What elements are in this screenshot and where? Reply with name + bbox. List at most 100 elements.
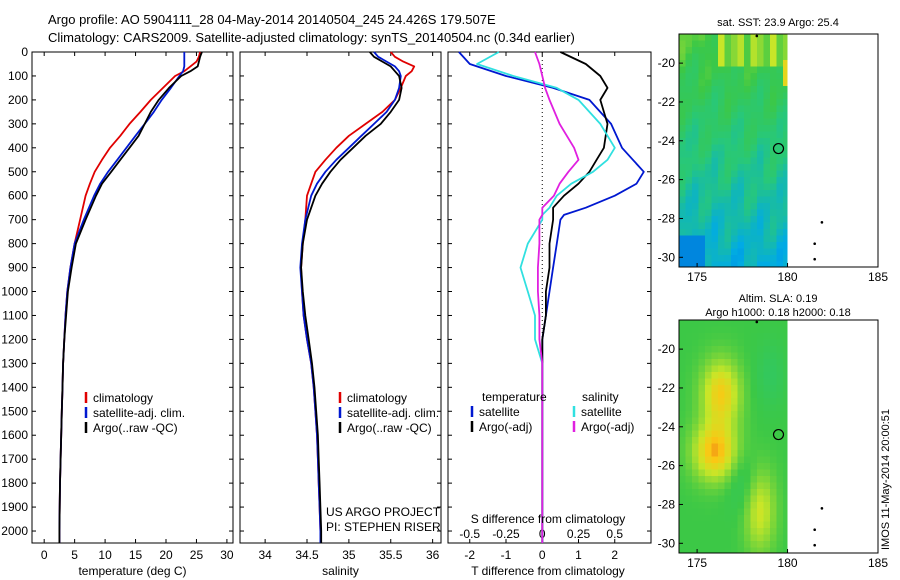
- map-data-cell: [724, 489, 731, 496]
- map-data-cell: [776, 521, 783, 528]
- map-data-cell: [731, 495, 738, 502]
- map-data-cell: [698, 92, 705, 99]
- map-data-cell: [776, 502, 783, 509]
- map-data-cell: [750, 229, 757, 236]
- map-data-cell: [757, 352, 764, 359]
- map-data-cell: [783, 261, 788, 267]
- map-data-cell: [698, 463, 705, 470]
- map-data-cell: [685, 131, 692, 138]
- map-data-cell: [692, 469, 699, 476]
- map-data-cell: [718, 476, 725, 483]
- map-data-cell: [757, 398, 764, 405]
- map-data-cell: [705, 339, 712, 346]
- map-data-cell: [718, 242, 725, 249]
- map-data-cell: [731, 138, 738, 145]
- map-data-cell: [731, 248, 738, 255]
- map-data-cell: [763, 40, 770, 47]
- map-data-cell: [737, 112, 744, 119]
- map-data-cell: [737, 463, 744, 470]
- map-data-cell: [718, 521, 725, 528]
- map-data-cell: [757, 60, 764, 67]
- map-data-cell: [724, 534, 731, 541]
- map-data-cell: [718, 60, 725, 67]
- map-data-cell: [685, 430, 692, 437]
- map-data-cell: [763, 196, 770, 203]
- map-data-cell: [718, 346, 725, 353]
- map-data-cell: [679, 53, 686, 60]
- map-data-cell: [737, 411, 744, 418]
- map-data-cell: [705, 40, 712, 47]
- map-data-cell: [744, 125, 751, 132]
- map-data-cell: [718, 92, 725, 99]
- map-data-cell: [679, 157, 686, 164]
- map-data-cell: [731, 515, 738, 522]
- map-data-cell: [698, 391, 705, 398]
- legend-title-salinity: salinity: [582, 390, 619, 404]
- map-data-cell: [737, 86, 744, 93]
- side-stamp-wrapper: IMOS 11-May-2014 20:00:51: [880, 409, 892, 550]
- map-data-cell: [698, 196, 705, 203]
- map-data-cell: [776, 352, 783, 359]
- map-data-cell: [698, 346, 705, 353]
- map-data-cell: [737, 131, 744, 138]
- map-data-cell: [776, 229, 783, 236]
- map-data-cell: [737, 248, 744, 255]
- map-data-cell: [705, 47, 712, 54]
- map-data-cell: [692, 417, 699, 424]
- map-data-cell: [783, 66, 788, 73]
- map-data-cell: [685, 547, 692, 553]
- map-data-cell: [692, 443, 699, 450]
- map-data-cell: [718, 216, 725, 223]
- map-data-cell: [731, 118, 738, 125]
- map-data-cell: [724, 47, 731, 54]
- map-data-cell: [776, 105, 783, 112]
- map-data-cell: [750, 339, 757, 346]
- map-data-cell: [776, 248, 783, 255]
- map-data-cell: [711, 216, 718, 223]
- map-data-cell: [718, 235, 725, 242]
- x-tick-label: 35: [342, 548, 356, 562]
- map-data-cell: [763, 53, 770, 60]
- map-data-cell: [776, 463, 783, 470]
- map-data-cell: [763, 326, 770, 333]
- map-frame: [678, 319, 879, 554]
- map-data-cell: [679, 248, 686, 255]
- map-data-cell: [783, 248, 788, 255]
- map-data-cell: [731, 476, 738, 483]
- map-data-cell: [705, 73, 712, 80]
- map-data-cell: [724, 125, 731, 132]
- map-data-cell: [718, 391, 725, 398]
- map-data-cell: [705, 222, 712, 229]
- map-data-cell: [783, 352, 788, 359]
- map-data-cell: [776, 346, 783, 353]
- map-data-cell: [731, 521, 738, 528]
- map-data-cell: [750, 261, 757, 267]
- map-data-cell: [783, 164, 788, 171]
- map-data-cell: [744, 40, 751, 47]
- map-data-cell: [705, 482, 712, 489]
- map-data-cell: [770, 378, 777, 385]
- map-data-cell: [770, 118, 777, 125]
- map-data-cell: [750, 534, 757, 541]
- map-data-cell: [731, 131, 738, 138]
- salinity-xlabel: salinity: [322, 564, 359, 578]
- map-data-cell: [685, 528, 692, 535]
- map-data-cell: [763, 209, 770, 216]
- map-data-cell: [750, 476, 757, 483]
- map-data-cell: [711, 34, 718, 41]
- map-data-cell: [705, 196, 712, 203]
- map-data-cell: [750, 528, 757, 535]
- map-data-cell: [770, 450, 777, 457]
- map-data-cell: [724, 229, 731, 236]
- map-data-cell: [692, 66, 699, 73]
- map-data-cell: [692, 242, 699, 249]
- map-data-cell: [711, 60, 718, 67]
- map-data-cell: [731, 463, 738, 470]
- map-data-cell: [692, 118, 699, 125]
- map-data-cell: [698, 112, 705, 119]
- map-data-cell: [770, 385, 777, 392]
- map-data-cell: [698, 157, 705, 164]
- map-data-cell: [698, 482, 705, 489]
- map-data-cell: [705, 92, 712, 99]
- map-data-cell: [731, 489, 738, 496]
